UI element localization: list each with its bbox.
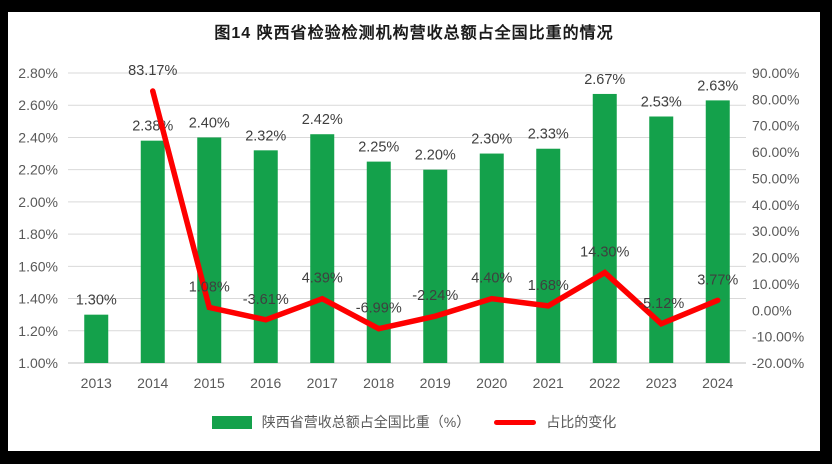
bar — [705, 100, 730, 363]
line-value-label: 3.77% — [697, 272, 738, 288]
right-axis-tick: 40.00% — [752, 197, 799, 213]
bar-value-label: 2.30% — [471, 132, 512, 148]
x-axis-label: 2016 — [250, 375, 281, 391]
bar — [310, 134, 335, 363]
bar-value-label: 2.53% — [641, 95, 682, 111]
x-axis-label: 2019 — [420, 375, 451, 391]
bar-value-label: 2.25% — [358, 140, 399, 156]
line-value-label: 4.40% — [471, 271, 512, 287]
bar — [253, 150, 278, 363]
line-value-label: -5.12% — [638, 296, 684, 312]
right-axis-tick: 50.00% — [752, 170, 799, 186]
x-axis-label: 2022 — [589, 375, 620, 391]
line-value-label: 83.17% — [128, 63, 177, 79]
left-axis-tick: 2.40% — [18, 129, 58, 145]
bar — [423, 169, 448, 363]
bar-value-label: 2.38% — [132, 119, 173, 135]
left-axis-tick: 1.80% — [18, 226, 58, 242]
legend-bar-swatch-icon — [211, 415, 252, 429]
bar-value-label: 1.30% — [76, 293, 117, 309]
bar — [479, 153, 504, 363]
chart-title: 图14 陕西省检验检测机构营收总额占全国比重的情况 — [214, 25, 614, 42]
bar — [366, 161, 391, 363]
left-axis-tick: 2.00% — [18, 194, 58, 210]
x-axis-label: 2024 — [702, 375, 733, 391]
left-axis-tick: 1.60% — [18, 258, 58, 274]
right-axis-tick: 30.00% — [752, 223, 799, 239]
bar — [536, 148, 561, 363]
x-axis-label: 2013 — [81, 375, 112, 391]
x-axis-label: 2015 — [194, 375, 225, 391]
bar — [197, 137, 222, 363]
chart-canvas: 图14 陕西省检验检测机构营收总额占全国比重的情况 2.80% 2.60% 2.40… — [8, 12, 820, 451]
right-axis-tick: -20.00% — [752, 355, 804, 371]
left-axis-tick: 2.80% — [18, 65, 58, 81]
right-axis-tick: 90.00% — [752, 65, 799, 81]
bar-value-label: 2.63% — [697, 78, 738, 94]
line-value-label: -3.61% — [243, 292, 289, 308]
trend-line — [150, 88, 721, 332]
legend-line-swatch-icon — [494, 419, 537, 425]
right-axis-tick: 70.00% — [752, 118, 799, 134]
left-axis-tick: 1.40% — [18, 291, 58, 307]
left-axis-tick: 1.00% — [18, 355, 58, 371]
bar — [140, 140, 165, 363]
left-axis-tick: 1.20% — [18, 323, 58, 339]
line-value-label: 14.30% — [580, 245, 629, 261]
legend-bar-label: 陕西省营收总额占全国比重（%） — [261, 414, 471, 430]
line-value-label: 1.08% — [189, 279, 230, 295]
legend-line-label: 占比的变化 — [546, 414, 617, 430]
left-axis-tick: 2.60% — [18, 97, 58, 113]
x-axis-label: 2014 — [137, 375, 168, 391]
x-axis-label: 2017 — [307, 375, 338, 391]
chart-legend: 陕西省营收总额占全国比重（%） 占比的变化 — [8, 411, 820, 433]
right-axis-tick: 20.00% — [752, 250, 799, 266]
combo-chart-plot: 2.80% 2.60% 2.40% 2.20% 2.00% 1.80% 1.60% 1.40%… — [18, 63, 804, 391]
line-value-label: 4.39% — [302, 271, 343, 287]
bar — [592, 93, 617, 363]
right-axis-tick: -10.00% — [752, 329, 804, 345]
x-axis-label: 2023 — [646, 375, 677, 391]
bar-value-label: 2.32% — [245, 128, 286, 144]
line-value-label: -6.99% — [356, 301, 402, 317]
bar-value-label: 2.33% — [528, 127, 569, 143]
left-axis-tick: 2.20% — [18, 162, 58, 178]
x-axis-label: 2018 — [363, 375, 394, 391]
x-axis-label: 2020 — [476, 375, 507, 391]
bar — [84, 314, 109, 363]
line-value-label: -2.24% — [412, 288, 458, 304]
bar-value-label: 2.40% — [189, 115, 230, 131]
right-axis-tick: 60.00% — [752, 144, 799, 160]
x-axis-label: 2021 — [533, 375, 564, 391]
right-axis-tick: 10.00% — [752, 276, 799, 292]
bar-value-label: 2.20% — [415, 148, 456, 164]
line-value-label: 1.68% — [528, 278, 569, 294]
right-axis-tick: 80.00% — [752, 91, 799, 107]
bar-value-label: 2.42% — [302, 112, 343, 128]
right-axis-tick: 0.00% — [752, 302, 792, 318]
bar-value-label: 2.67% — [584, 72, 625, 88]
